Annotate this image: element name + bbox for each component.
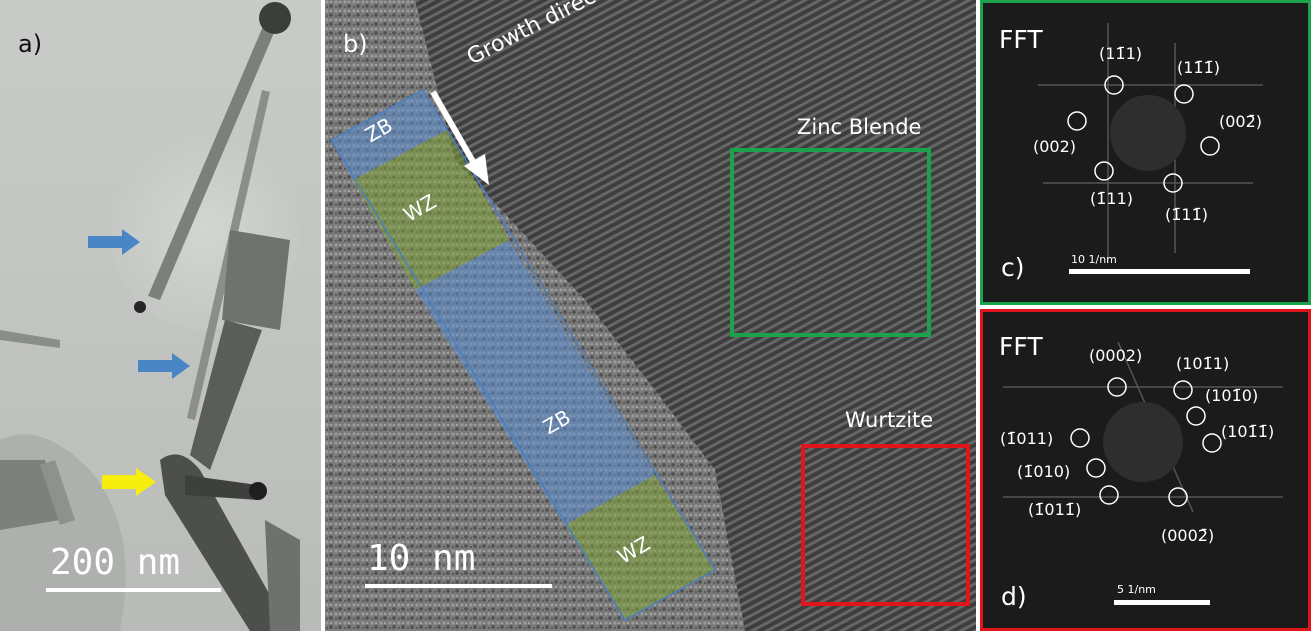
zinc-blende-label: Zinc Blende xyxy=(797,115,922,139)
scale-bar-label: 10 nm xyxy=(367,538,476,579)
spot-marker xyxy=(1094,161,1114,181)
yellow-arrow-icon xyxy=(102,468,156,496)
miller-index: (1̄011) xyxy=(1000,429,1054,448)
scale-bar-label: 5 1/nm xyxy=(1117,583,1156,596)
spot-marker xyxy=(1173,380,1193,400)
miller-index: (002̄) xyxy=(1219,112,1263,131)
spot-marker xyxy=(1200,136,1220,156)
scale-bar-label: 10 1/nm xyxy=(1071,253,1117,266)
fft-title: FFT xyxy=(999,25,1043,54)
nanowire xyxy=(265,520,300,631)
nanowire xyxy=(0,330,60,348)
diffraction-spots xyxy=(1070,377,1222,507)
scale-bar xyxy=(365,584,552,588)
miller-index: (101̄0) xyxy=(1205,386,1259,405)
miller-index: (002) xyxy=(1033,137,1077,156)
zb-segment xyxy=(331,90,447,180)
panel-d-graphic xyxy=(1003,341,1283,605)
blue-arrow-icon xyxy=(138,353,190,379)
miller-index: (0002) xyxy=(1089,346,1143,365)
panel-b-hrtem-image: b) Growth direction Zinc Blende Wurtzite… xyxy=(325,0,976,631)
nanowire xyxy=(190,320,262,470)
spot-marker xyxy=(1163,173,1183,193)
wurtzite-frame xyxy=(801,444,970,606)
miller-index: (11̄1̄) xyxy=(1177,58,1221,77)
growth-arrow-icon xyxy=(430,90,489,185)
fft-center-glow xyxy=(1110,95,1186,171)
diffraction-spots xyxy=(1067,75,1220,193)
miller-index: (1̄011̄) xyxy=(1028,500,1082,519)
nanowire xyxy=(185,475,258,500)
zinc-blende-frame xyxy=(730,148,931,337)
catalyst-particle xyxy=(249,482,267,500)
miller-index: (1̄11̄) xyxy=(1165,205,1209,224)
miller-index: (101̄1̄) xyxy=(1221,422,1275,441)
fft-title: FFT xyxy=(999,332,1043,361)
panel-d-fft: FFT (0002) (101̄1) (101̄0) (101̄1̄) (1̄0… xyxy=(980,309,1311,631)
zb-segment xyxy=(415,240,655,525)
nanowire-tip xyxy=(259,2,291,34)
spot-marker xyxy=(1067,111,1087,131)
panel-a-graphic xyxy=(0,2,300,631)
spot-marker xyxy=(1070,428,1090,448)
scale-bar xyxy=(46,588,221,592)
scale-bar xyxy=(1114,600,1210,605)
nanowire xyxy=(148,10,282,300)
miller-index: (11̄1) xyxy=(1099,44,1143,63)
spot-marker xyxy=(1104,75,1124,95)
wz-segment xyxy=(353,130,509,290)
wurtzite-label: Wurtzite xyxy=(845,408,934,432)
miller-index: (0002̄) xyxy=(1161,526,1215,545)
miller-index: (1̄010) xyxy=(1017,462,1071,481)
spot-marker xyxy=(1107,377,1127,397)
phase-overlay xyxy=(331,90,715,620)
panel-label: d) xyxy=(1001,582,1027,611)
miller-index: (1̄11) xyxy=(1090,189,1134,208)
panel-label: a) xyxy=(18,30,43,58)
spot-marker xyxy=(1086,458,1106,478)
panel-a-tem-image: a) 200 nm xyxy=(0,0,321,631)
spot-marker xyxy=(1202,433,1222,453)
blue-arrow-icon xyxy=(88,229,140,255)
panel-c-graphic xyxy=(1038,23,1263,274)
panel-b-graphic xyxy=(325,0,976,631)
panel-label: b) xyxy=(343,30,368,58)
scale-bar xyxy=(1069,269,1250,274)
scale-bar-label: 200 nm xyxy=(50,542,181,583)
panel-label: c) xyxy=(1001,253,1025,282)
spot-marker xyxy=(1168,487,1188,507)
miller-index: (101̄1) xyxy=(1176,354,1230,373)
fft-center-glow xyxy=(1103,402,1183,482)
nanowire xyxy=(40,460,75,525)
panel-c-fft: FFT (11̄1) (11̄1̄) (002) (002̄) (1̄11) (… xyxy=(980,0,1311,305)
spot-marker xyxy=(1099,485,1119,505)
overlay-outline xyxy=(330,88,717,622)
spot-marker xyxy=(1174,84,1194,104)
spot-marker xyxy=(1186,406,1206,426)
catalyst-particle xyxy=(134,301,146,313)
nanowire-thick xyxy=(160,454,290,631)
nanowire-cluster xyxy=(222,230,290,330)
